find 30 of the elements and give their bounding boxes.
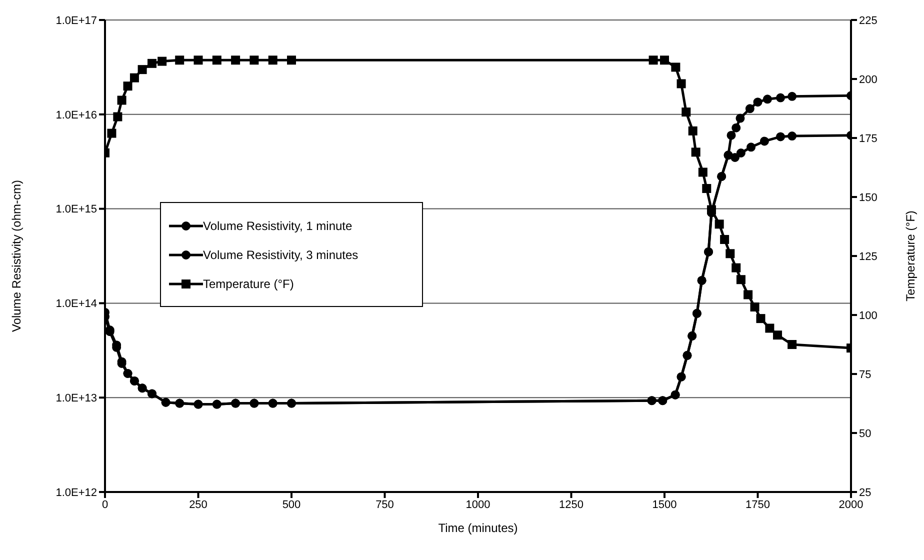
- x-tick-label: 1500: [652, 498, 677, 511]
- y2-tick-label: 75: [859, 368, 872, 381]
- x-tick-label: 1250: [559, 498, 584, 511]
- y-tick-label: 1.0E+14: [56, 298, 97, 310]
- y2-axis-title: Temperature (°F): [903, 210, 918, 302]
- x-axis-title: Time (minutes): [438, 521, 518, 535]
- x-tick-label: 750: [376, 498, 394, 511]
- x-tick-label: 250: [189, 498, 208, 511]
- legend-label: Volume Resistivity, 1 minute: [203, 218, 352, 232]
- y-tick-label: 1.0E+16: [56, 109, 97, 122]
- x-tick-label: 1000: [466, 498, 490, 511]
- y-tick-label: 1.0E+15: [56, 204, 97, 216]
- x-tick-label: 0: [102, 498, 108, 511]
- legend-label: Temperature (°F): [203, 276, 294, 290]
- y-tick-label: 1.0E+17: [56, 14, 97, 27]
- y2-tick-label: 100: [859, 310, 878, 322]
- x-tick-label: 1750: [746, 498, 770, 511]
- y2-tick-label: 225: [859, 14, 878, 27]
- x-tick-label: 500: [282, 498, 301, 511]
- y-tick-label: 1.0E+12: [56, 486, 97, 499]
- y2-tick-label: 175: [859, 132, 878, 145]
- y2-tick-label: 200: [859, 74, 878, 86]
- x-tick-label: 2000: [838, 498, 864, 511]
- y2-tick-label: 125: [859, 250, 878, 263]
- y2-tick-label: 150: [859, 192, 878, 204]
- y-tick-label: 1.0E+13: [56, 392, 97, 405]
- y2-tick-label: 25: [859, 486, 872, 499]
- y2-tick-label: 50: [859, 428, 872, 440]
- legend-label: Volume Resistivity, 3 minutes: [203, 248, 358, 262]
- y-axis-title: Volume Resistivity (ohm-cm): [9, 180, 24, 332]
